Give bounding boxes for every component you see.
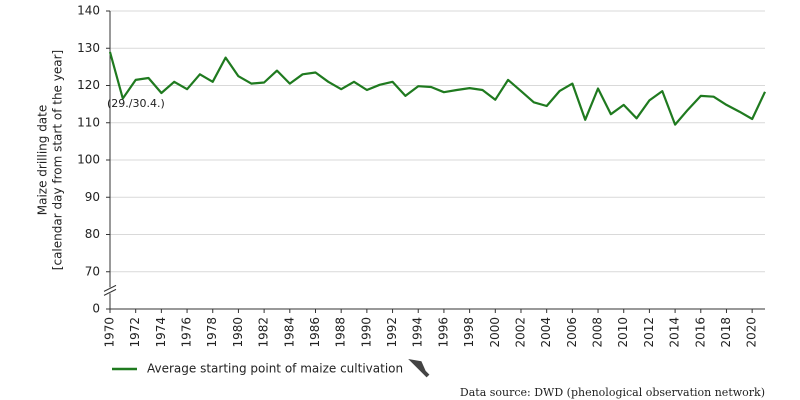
y-axis-label: Maize drilling date [calendar day from st… (36, 50, 65, 270)
x-tick-label: 1998 (462, 317, 476, 348)
x-tick-label: 1972 (128, 317, 142, 348)
annotation: (29./30.4.) (107, 97, 165, 110)
legend-icon (408, 359, 430, 378)
x-tick-label: 2000 (488, 317, 502, 348)
x-tick-label: 1970 (103, 317, 117, 348)
x-tick-label: 2020 (745, 317, 759, 348)
x-tick-label: 1988 (334, 317, 348, 348)
x-tick-label: 2006 (565, 317, 579, 348)
x-tick-label: 2010 (616, 317, 630, 348)
source: Data source: DWD (phenological observati… (460, 386, 765, 399)
x-tick-label: 1976 (180, 317, 194, 348)
x-tick-label: 1974 (154, 317, 168, 348)
y-axis-label-line: [calendar day from start of the year] (51, 50, 65, 270)
x-tick-label: 2018 (719, 317, 733, 348)
x-tick-label: 2014 (668, 317, 682, 348)
y-tick-label: 130 (77, 41, 100, 55)
y-tick-label: 100 (77, 153, 100, 167)
x-tick-label: 1996 (436, 317, 450, 348)
x-tick-label: 1992 (385, 317, 399, 348)
legend-label: Average starting point of maize cultivat… (147, 362, 403, 376)
y-tick-label: 110 (77, 115, 100, 129)
x-tick-label: 2016 (693, 317, 707, 348)
y-axis-label-line: Maize drilling date (36, 105, 50, 216)
y-tick-label: 70 (85, 264, 100, 278)
x-tick-label: 1978 (205, 317, 219, 348)
x-tick-label: 1980 (231, 317, 245, 348)
x-tick-label: 1994 (411, 317, 425, 348)
y-tick-label: 90 (85, 190, 100, 204)
y-tick-label: 140 (77, 4, 100, 18)
x-tick-label: 2012 (642, 317, 656, 348)
x-tick-label: 2008 (591, 317, 605, 348)
y-tick-label: 120 (77, 78, 100, 92)
data-line (108, 51, 766, 126)
x-tick-label: 1982 (257, 317, 271, 348)
axis-break (103, 284, 117, 296)
y-tick-label: 80 (85, 227, 100, 241)
x-tick-label: 2004 (539, 317, 553, 348)
x-tick-label: 2002 (513, 317, 527, 348)
x-tick-label: 1990 (359, 317, 373, 348)
axis-break-gap (104, 287, 116, 294)
x-tick-label: 1984 (282, 317, 296, 348)
y-tick-label: 0 (92, 302, 100, 316)
x-tick-label: 1986 (308, 317, 322, 348)
